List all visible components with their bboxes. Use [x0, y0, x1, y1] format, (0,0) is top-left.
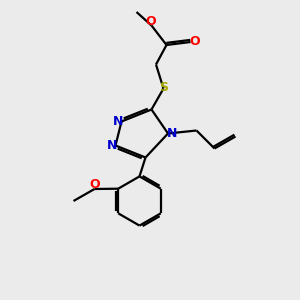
- Text: N: N: [107, 139, 117, 152]
- Text: O: O: [145, 15, 156, 28]
- Text: N: N: [167, 127, 177, 140]
- Text: O: O: [190, 35, 200, 48]
- Text: O: O: [89, 178, 100, 191]
- Text: S: S: [160, 81, 169, 94]
- Text: N: N: [113, 115, 123, 128]
